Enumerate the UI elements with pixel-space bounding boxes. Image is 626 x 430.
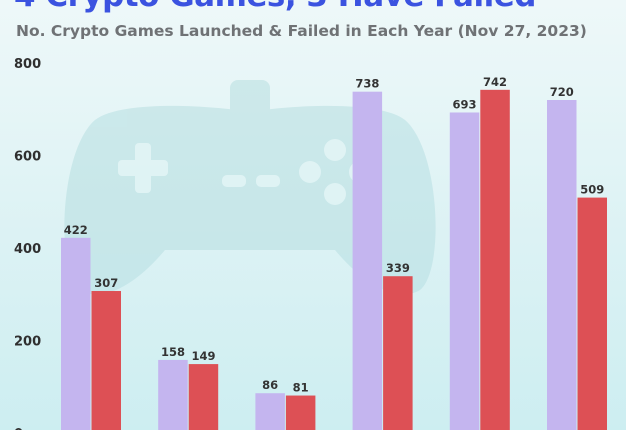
data-label: 86 (262, 378, 278, 392)
bar-series-2 (91, 291, 121, 430)
y-tick-label: 200 (14, 335, 41, 350)
y-tick-label: 800 (14, 57, 41, 72)
data-label: 339 (386, 261, 410, 275)
data-label: 738 (355, 77, 379, 91)
bar-series-2 (577, 197, 607, 430)
data-labels: 422 158 86 738 693 720 307 149 81 339 742 509 (64, 75, 605, 395)
bar-series-1 (547, 100, 577, 430)
data-label: 158 (161, 345, 185, 359)
bar-series-1 (449, 112, 480, 430)
y-tick-label: 400 (14, 242, 41, 257)
bar-series-1 (352, 91, 383, 430)
bar-series-1 (158, 359, 188, 430)
bar-series-2 (480, 89, 510, 430)
chart-title: 4 Crypto Games, 3 Have Failed (14, 0, 536, 14)
y-axis: 0 200 400 600 800 (14, 57, 41, 430)
y-tick-label: 600 (14, 150, 41, 165)
bar-series-1 (61, 237, 91, 430)
data-label: 81 (293, 381, 309, 395)
bars (61, 89, 607, 430)
bar-series-1 (255, 393, 285, 430)
y-tick-label: 0 (14, 427, 23, 430)
bar-series-2 (383, 276, 413, 430)
data-label: 307 (94, 276, 118, 290)
data-label: 693 (453, 97, 477, 111)
data-label: 509 (580, 183, 604, 197)
bar-series-2 (285, 395, 316, 430)
bar-series-2 (188, 364, 219, 430)
chart-subtitle: No. Crypto Games Launched & Failed in Ea… (16, 22, 587, 40)
data-label: 742 (483, 75, 507, 89)
data-label: 720 (550, 85, 574, 99)
data-label: 422 (64, 223, 88, 237)
data-label: 149 (191, 349, 215, 363)
